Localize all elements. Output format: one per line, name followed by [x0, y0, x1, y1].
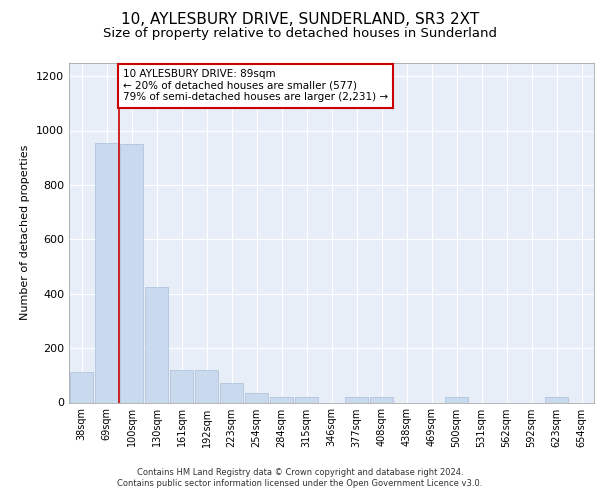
Bar — [344, 396, 368, 402]
Text: Size of property relative to detached houses in Sunderland: Size of property relative to detached ho… — [103, 28, 497, 40]
Bar — [194, 370, 218, 402]
Bar — [445, 396, 469, 402]
Text: 10 AYLESBURY DRIVE: 89sqm
← 20% of detached houses are smaller (577)
79% of semi: 10 AYLESBURY DRIVE: 89sqm ← 20% of detac… — [123, 70, 388, 102]
Bar — [220, 384, 244, 402]
Bar — [70, 372, 94, 402]
Bar — [245, 393, 268, 402]
Bar — [170, 370, 193, 402]
Bar — [370, 396, 394, 402]
Y-axis label: Number of detached properties: Number of detached properties — [20, 145, 31, 320]
Bar — [295, 396, 319, 402]
Bar — [145, 287, 169, 403]
Bar — [95, 142, 118, 402]
Bar — [269, 396, 293, 402]
Bar — [119, 144, 143, 403]
Bar — [545, 396, 568, 402]
Text: Contains HM Land Registry data © Crown copyright and database right 2024.
Contai: Contains HM Land Registry data © Crown c… — [118, 468, 482, 487]
Text: 10, AYLESBURY DRIVE, SUNDERLAND, SR3 2XT: 10, AYLESBURY DRIVE, SUNDERLAND, SR3 2XT — [121, 12, 479, 28]
